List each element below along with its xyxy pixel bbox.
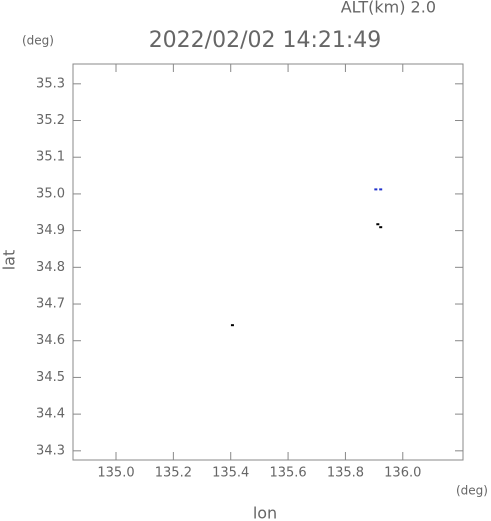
y-tick-label: 34.4 (36, 407, 65, 422)
y-tick-label: 34.3 (36, 443, 65, 458)
point (379, 226, 383, 229)
y-tick-label: 34.9 (36, 223, 65, 238)
point (379, 188, 383, 191)
point (374, 188, 378, 191)
x-unit: (deg) (456, 484, 488, 498)
y-unit: (deg) (22, 34, 54, 48)
y-tick-label: 35.0 (36, 186, 65, 201)
x-tick-label: 135.4 (212, 466, 249, 481)
y-tick-label: 34.7 (36, 297, 65, 312)
chart-title: 2022/02/02 14:21:49 (149, 28, 382, 53)
x-label: lon (253, 504, 277, 521)
y-tick-label: 35.2 (36, 113, 65, 128)
y-tick-label: 35.1 (36, 150, 65, 165)
y-tick-label: 35.3 (36, 76, 65, 91)
x-tick-label: 135.2 (155, 466, 192, 481)
chart-subtitle: ALT(km) 2.0 (341, 0, 436, 17)
x-tick-label: 135.0 (97, 466, 134, 481)
plot-frame (72, 63, 464, 461)
x-tick-label: 135.8 (327, 466, 364, 481)
y-tick-label: 34.6 (36, 333, 65, 348)
y-tick-label: 34.8 (36, 260, 65, 275)
y-tick-label: 34.5 (36, 370, 65, 385)
point (376, 223, 380, 226)
x-tick-label: 136.0 (384, 466, 421, 481)
x-tick-label: 135.6 (269, 466, 306, 481)
y-label: lat (0, 250, 19, 271)
point (230, 324, 234, 327)
